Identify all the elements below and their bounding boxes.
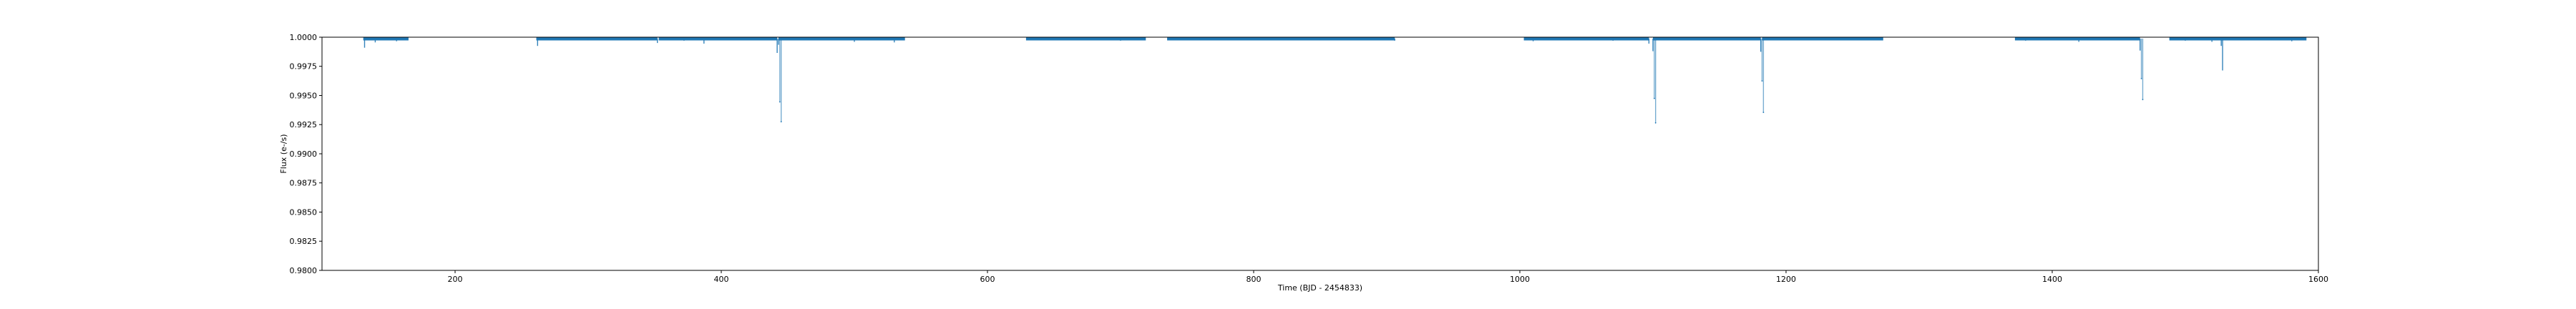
y-tick-label: 0.9900 [290,149,318,159]
flux-series [363,37,2307,124]
observing-segment-band [2169,37,2307,41]
observing-segment-band [363,37,409,41]
plot-background [322,37,2318,270]
x-tick-label: 1400 [2042,275,2062,284]
x-axis-ticks: 200 400 600 800 1000 1200 1400 1600 [448,270,2328,284]
y-tick-label: 0.9875 [290,179,318,188]
observing-segment-band [1653,37,1761,41]
x-tick-label: 600 [980,275,995,284]
x-tick-label: 1000 [1510,275,1530,284]
flux-point-marker [1761,80,1763,82]
y-tick-label: 0.9925 [290,120,318,129]
flux-point-marker [1654,97,1655,99]
observing-segment-band [1167,37,1254,41]
observing-segment-band [1025,37,1146,41]
observing-segment-band [2014,37,2140,41]
x-tick-label: 800 [1246,275,1262,284]
flux-point-marker [1762,112,1765,114]
x-tick-label: 200 [448,275,463,284]
observing-segment-band [779,37,905,41]
observing-segment-band [1523,37,1649,41]
observing-segment-band [658,37,778,41]
plot-frame [321,36,2319,271]
flux-point-marker [780,121,782,123]
observing-segment-band [536,37,658,41]
y-axis-label: Flux (e-/s) [279,134,288,173]
x-tick-label: 1600 [2308,275,2328,284]
observing-segment-band [1254,37,1395,41]
y-tick-label: 1.0000 [290,33,318,42]
x-axis-label: Time (BJD - 2454833) [1277,283,1362,293]
flux-point-marker [779,101,781,103]
y-tick-label: 0.9975 [290,62,318,72]
flux-point-marker [2142,99,2144,101]
flux-point-marker [2140,78,2142,79]
y-tick-label: 0.9800 [290,266,318,275]
y-tick-label: 0.9950 [290,92,318,101]
y-tick-label: 0.9850 [290,208,318,217]
x-tick-label: 400 [714,275,729,284]
y-tick-label: 0.9825 [290,237,318,246]
x-tick-label: 1200 [1776,275,1796,284]
observing-segment-band [1762,37,1883,41]
y-axis-ticks: 0.9800 0.9825 0.9850 0.9875 0.9900 0.9925 0.99… [290,33,322,275]
flux-point-marker [1654,122,1657,124]
